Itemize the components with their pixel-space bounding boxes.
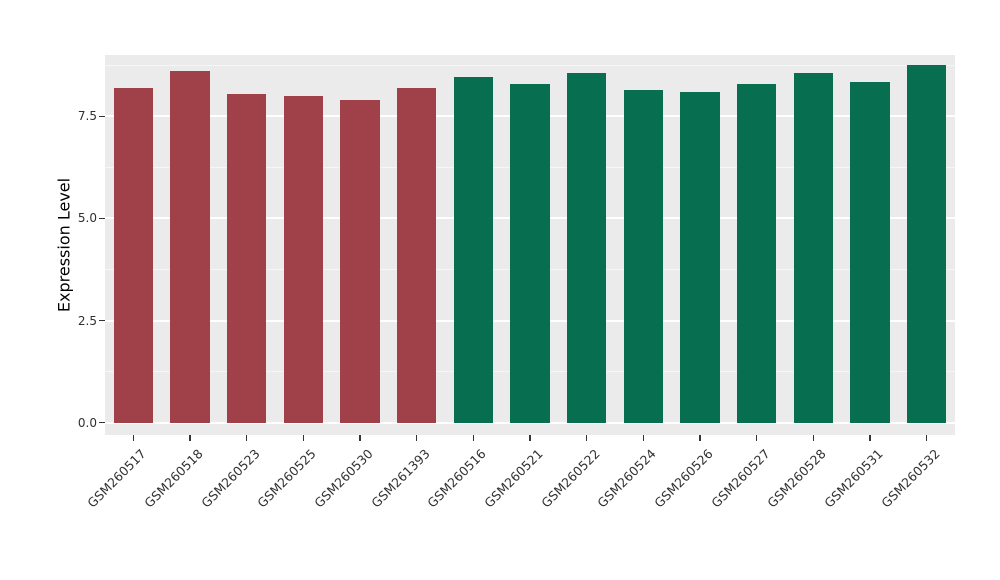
x-tick-label-GSM260521: GSM260521	[481, 446, 546, 511]
y-axis-title: Expression Level	[54, 177, 74, 313]
bar-GSM260526	[680, 91, 720, 423]
x-tick-label-GSM260522: GSM260522	[537, 446, 603, 511]
x-tick-mark	[529, 435, 531, 441]
x-tick-mark	[585, 435, 588, 441]
x-tick-label-GSM260525: GSM260525	[254, 446, 319, 511]
x-tick-mark	[925, 435, 928, 441]
bar-GSM260527	[736, 83, 777, 423]
x-tick-mark	[472, 435, 475, 441]
x-tick-mark	[189, 435, 191, 441]
gridline-minor	[105, 64, 955, 66]
x-tick-mark	[869, 435, 871, 441]
x-tick-label-GSM260524: GSM260524	[594, 446, 659, 511]
x-tick-mark	[699, 435, 701, 441]
x-tick-label-GSM260527: GSM260527	[707, 446, 773, 511]
bar-GSM260528	[793, 73, 834, 423]
x-tick-label-GSM260530: GSM260530	[311, 446, 376, 511]
x-tick-label-GSM261393: GSM261393	[367, 446, 433, 511]
x-tick-label-GSM260531: GSM260531	[821, 446, 886, 511]
bar-GSM260521	[510, 83, 550, 423]
x-tick-label-GSM260518: GSM260518	[141, 446, 206, 511]
y-tick-label: 0.0	[77, 415, 97, 430]
y-tick-label: 5.0	[77, 211, 97, 226]
x-tick-mark	[812, 435, 815, 441]
x-tick-mark	[302, 435, 305, 441]
x-tick-label-GSM260528: GSM260528	[764, 446, 829, 511]
x-tick-label-GSM260523: GSM260523	[197, 446, 263, 511]
gridline-major	[105, 421, 955, 424]
plot-panel	[105, 55, 955, 435]
x-tick-mark	[132, 435, 135, 441]
x-tick-label-GSM260517: GSM260517	[84, 446, 149, 511]
y-tick-mark	[99, 421, 105, 424]
x-tick-mark	[642, 435, 645, 441]
y-tick-label: 7.5	[77, 109, 97, 124]
bar-GSM260516	[453, 77, 494, 423]
bar-GSM261393	[396, 87, 437, 423]
x-tick-mark	[755, 435, 758, 441]
y-tick-mark	[99, 319, 105, 322]
bar-GSM260522	[566, 73, 607, 423]
bar-GSM260524	[623, 89, 664, 423]
y-tick-mark	[99, 115, 105, 118]
x-tick-label-GSM260532: GSM260532	[877, 446, 943, 511]
y-tick-mark	[99, 217, 105, 220]
bar-GSM260525	[283, 95, 324, 423]
x-tick-mark	[359, 435, 361, 441]
bar-GSM260517	[113, 87, 154, 423]
bar-GSM260532	[906, 65, 947, 423]
x-tick-mark	[415, 435, 418, 441]
x-tick-label-GSM260516: GSM260516	[424, 446, 489, 511]
bar-GSM260530	[340, 99, 380, 423]
bar-GSM260523	[226, 93, 267, 423]
bar-GSM260518	[170, 71, 210, 423]
x-tick-label-GSM260526: GSM260526	[651, 446, 716, 511]
x-tick-mark	[245, 435, 248, 441]
bar-GSM260531	[850, 81, 890, 423]
y-tick-label: 2.5	[77, 313, 97, 328]
